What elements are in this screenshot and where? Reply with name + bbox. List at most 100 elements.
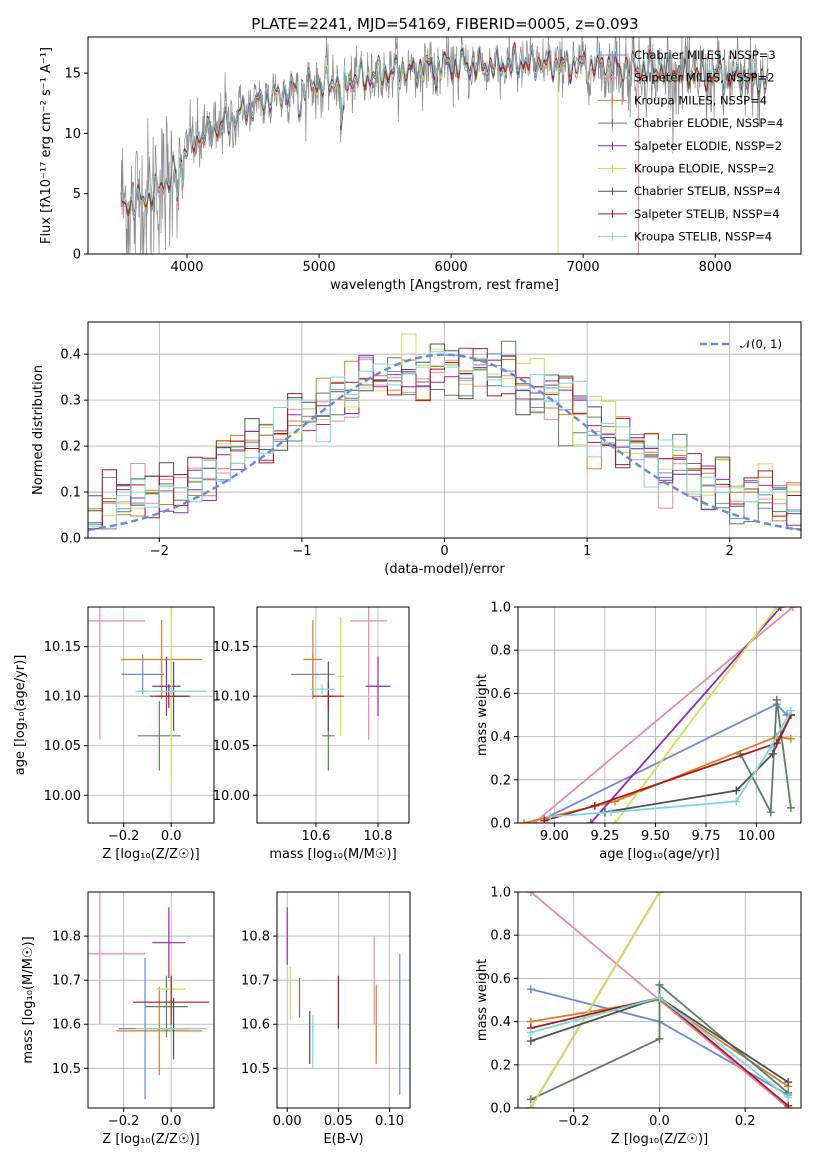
legend-label: Chabrier MILES, NSSP=3: [634, 48, 776, 62]
x-tick-label: 7000: [567, 260, 600, 275]
error-point-kroupa-miles: [116, 986, 203, 1075]
spectrum-panel: 4000 5000 6000 7000 8000 0 5 10 15 wavelength [An…: [39, 36, 802, 293]
y-tick-label: 10.5: [52, 1062, 81, 1077]
weight-line: [544, 714, 792, 822]
legend: Chabrier MILES, NSSP=3 Salpeter MILES, NS…: [598, 48, 783, 244]
weight-marker: [772, 695, 781, 704]
error-point-salpeter-elodie: [152, 907, 186, 978]
y-axis-label: age [log₁₀(age/yr)]: [13, 655, 28, 776]
weight-marker: [788, 607, 797, 611]
plot-area: [291, 607, 391, 771]
x-tick-label: −2: [150, 544, 169, 559]
y-tick-label: 0.4: [490, 730, 511, 745]
y-tick-label: 0.2: [490, 773, 511, 788]
weight-marker: [786, 803, 795, 812]
weight-line: [523, 735, 792, 823]
weight-marker: [655, 892, 664, 896]
weight-marker: [606, 808, 615, 817]
weight-marker: [611, 819, 620, 823]
x-tick-label: 4000: [170, 260, 203, 275]
x-tick-label: 10.6: [301, 829, 330, 844]
x-tick-label: 0: [440, 544, 448, 559]
y-tick-label: 10.00: [213, 789, 250, 804]
plot-area: [88, 333, 801, 532]
y-axis-label: mass weight: [475, 959, 490, 1041]
legend-label: 𝒩(0, 1): [740, 337, 782, 351]
weight-series-kroupa-stelib: [526, 993, 793, 1102]
error-point-salpeter-elodie: [152, 656, 181, 716]
y-tick-label: 10.15: [213, 640, 250, 655]
x-axis-label: mass [log₁₀(M/M☉)]: [269, 847, 396, 862]
weight-vs-metallicity-panel: −0.2 0.0 0.2 0.0 0.2 0.4 0.6 0.8 1.0 Z [log₁₀(Z/Z…: [475, 886, 802, 1147]
y-tick-label: 10.7: [241, 974, 270, 989]
legend: 𝒩(0, 1): [700, 337, 782, 351]
y-tick-label: 0.3: [60, 394, 81, 409]
error-point-salpeter-miles: [88, 892, 146, 1025]
plot-area: [120, 37, 769, 254]
x-tick-label: 9.00: [540, 829, 569, 844]
y-tick-label: 0.0: [60, 532, 81, 547]
plot-area: [526, 892, 793, 1108]
figure-title: PLATE=2241, MJD=54169, FIBERID=0005, z=0…: [251, 15, 638, 33]
error-point-kroupa-stelib: [135, 686, 207, 697]
weight-marker: [786, 734, 795, 743]
weight-marker: [768, 749, 777, 758]
axes-frame: [256, 606, 410, 824]
x-tick-label: 9.50: [641, 829, 670, 844]
weight-series-kroupa-elodie: [611, 607, 781, 823]
error-point-kroupa-miles: [303, 619, 323, 700]
weight-series-kroupa-stelib: [546, 706, 795, 821]
legend-label: Kroupa STELIB, NSSP=4: [634, 230, 772, 244]
weight-marker: [786, 706, 795, 715]
y-tick-label: 5: [73, 187, 81, 202]
x-axis-label: E(B-V): [323, 1132, 363, 1147]
weight-marker: [590, 801, 599, 810]
x-tick-label: 6000: [435, 260, 468, 275]
y-tick-label: 0.1: [60, 486, 81, 501]
x-axis-label: wavelength [Angstrom, rest frame]: [330, 278, 559, 293]
y-axis-label: mass [log₁₀(M/M☉)]: [21, 936, 36, 1063]
weight-vs-age-panel: 9.00 9.25 9.50 9.75 10.00 0.0 0.2 0.4 0.6 0.8 1.0 a…: [475, 601, 802, 862]
axes-frame: [517, 606, 802, 824]
weight-series-kroupa-elodie: [526, 892, 664, 1108]
x-tick-label: 0.0: [161, 829, 182, 844]
y-tick-label: 10.8: [52, 930, 81, 945]
x-tick-label: 0.05: [324, 1114, 353, 1129]
residual-histogram-panel: −2 −1 0 1 2 0.0 0.1 0.2 0.3 0.4 (data-model)/error…: [31, 321, 802, 577]
y-axis-label: Flux [fλ10⁻¹⁷ erg cm⁻² s⁻¹ A⁻¹]: [39, 47, 54, 244]
y-axis-label: mass weight: [475, 674, 490, 756]
y-tick-label: 10.10: [213, 690, 250, 705]
x-axis-label: Z [log₁₀(Z/Z☉)]: [611, 1132, 708, 1147]
error-point-salpeter-miles: [350, 607, 388, 740]
y-tick-label: 10.15: [44, 640, 81, 655]
weight-marker: [526, 1028, 535, 1037]
y-axis-label: Normed distribution: [31, 365, 46, 495]
weight-marker: [586, 819, 595, 823]
weight-marker: [520, 819, 529, 823]
age-vs-metallicity-panel: −0.2 0.0 10.00 10.05 10.10 10.15 Z [log₁₀(Z/Z☉…: [13, 606, 215, 862]
weight-marker: [732, 786, 741, 795]
x-tick-label: 0.0: [649, 1114, 670, 1129]
x-tick-label: 0.00: [273, 1114, 302, 1129]
weight-marker: [655, 993, 664, 1002]
x-tick-label: 1: [583, 544, 591, 559]
error-point-chabrier-elodie: [137, 701, 181, 771]
y-tick-label: 0.4: [490, 1015, 511, 1030]
error-point-salpeter-stelib: [312, 681, 344, 712]
normal-reference-curve: [88, 353, 801, 532]
x-tick-label: 9.25: [590, 829, 619, 844]
y-tick-label: 0.6: [490, 687, 511, 702]
weight-marker: [546, 812, 555, 821]
x-tick-label: 10.00: [738, 829, 775, 844]
plot-area: [286, 907, 401, 1095]
weight-marker: [526, 892, 535, 896]
weight-marker: [784, 1101, 793, 1108]
y-tick-label: 10.05: [44, 739, 81, 754]
error-point-chabrier-miles: [121, 654, 165, 695]
weight-marker: [526, 1104, 535, 1108]
x-tick-label: −1: [292, 544, 311, 559]
weight-marker: [766, 743, 775, 752]
y-tick-label: 0.4: [60, 348, 81, 363]
y-tick-label: 10.5: [241, 1062, 270, 1077]
